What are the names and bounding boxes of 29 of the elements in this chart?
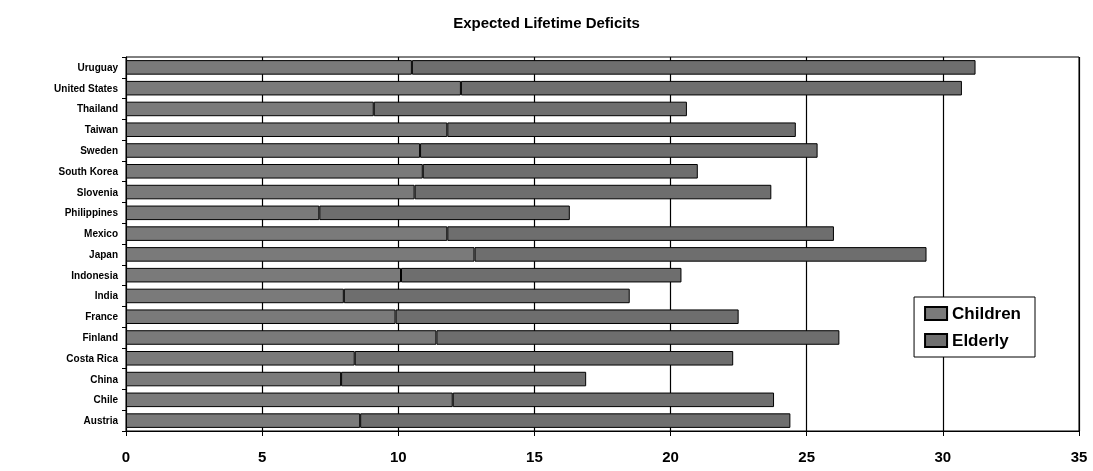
x-tick-label: 25 bbox=[798, 448, 816, 465]
y-tick-label: China bbox=[90, 373, 119, 385]
y-tick-label: Thailand bbox=[76, 103, 118, 115]
x-tick-label: 0 bbox=[121, 448, 131, 465]
y-tick-label: Finland bbox=[82, 332, 118, 343]
y-tick-label: Indonesia bbox=[71, 269, 119, 281]
y-tick-label: United States bbox=[54, 82, 119, 94]
y-tick-label: Japan bbox=[89, 248, 118, 260]
x-tick-label: 10 bbox=[389, 448, 407, 465]
x-tick-label: 5 bbox=[257, 448, 267, 465]
y-tick-label: Chile bbox=[93, 394, 119, 406]
x-tick-label: 35 bbox=[1070, 448, 1088, 465]
y-tick-label: France bbox=[85, 311, 119, 323]
y-tick-label: Costa Rica bbox=[66, 352, 119, 364]
y-tick-label: South Korea bbox=[58, 165, 119, 177]
y-tick-label: Taiwan bbox=[84, 124, 118, 136]
y-tick-label: Mexico bbox=[84, 228, 118, 240]
y-tick-label: Philippines bbox=[64, 207, 119, 219]
x-tick-label: 15 bbox=[526, 448, 543, 465]
x-tick-label: 30 bbox=[934, 448, 952, 465]
y-tick-label: Austria bbox=[83, 415, 119, 427]
y-tick-label: Sweden bbox=[80, 145, 118, 156]
y-tick-label: India bbox=[94, 290, 119, 302]
legend-label: Elderly bbox=[952, 331, 1010, 350]
legend-label: Children bbox=[952, 304, 1022, 323]
y-tick-label: Slovenia bbox=[76, 186, 119, 198]
y-tick-label: Uruguay bbox=[77, 61, 119, 73]
x-tick-label: 20 bbox=[662, 448, 679, 465]
chart-title: Expected Lifetime Deficits bbox=[453, 14, 640, 31]
